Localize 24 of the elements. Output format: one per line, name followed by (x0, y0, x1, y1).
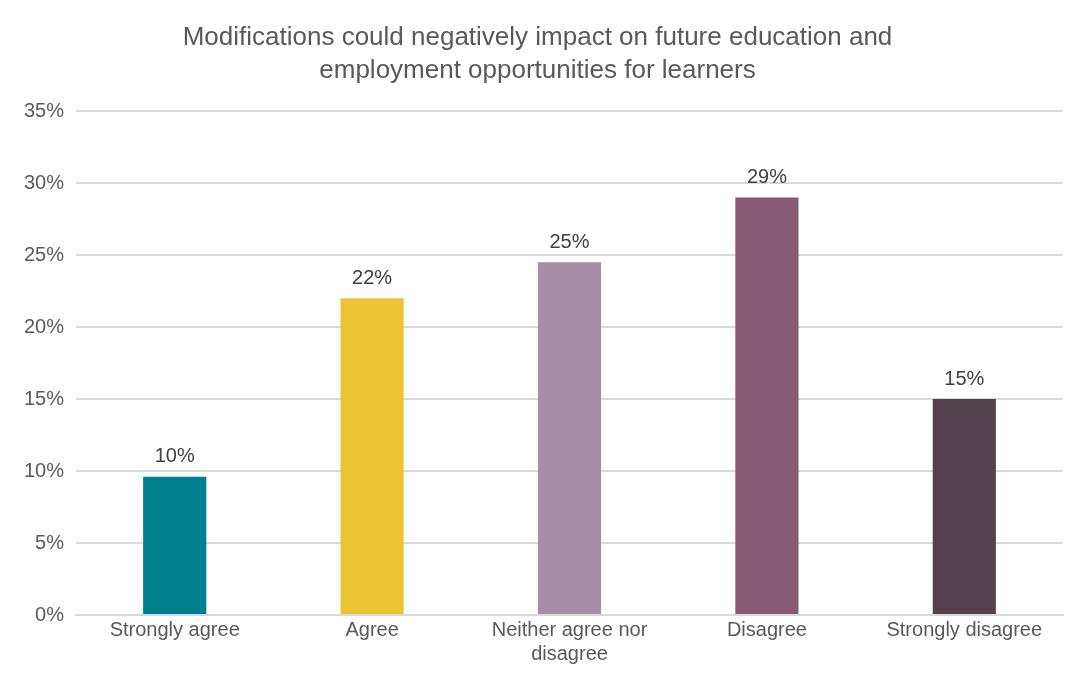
data-label: 29% (746, 164, 788, 187)
bar (340, 298, 404, 614)
y-tick-label: 30% (24, 170, 65, 193)
data-label: 15% (944, 366, 985, 389)
data-label: 25% (549, 229, 590, 252)
data-label: 10% (154, 444, 195, 467)
x-tick-label: Agree (345, 617, 399, 640)
x-tick-label: Disagree (726, 617, 807, 640)
x-tick-label: Strongly agree (109, 617, 240, 640)
bar (537, 262, 602, 614)
chart-title: Modifications could negatively impact on future education and employment opportunities for learners (182, 21, 893, 84)
y-tick-label: 20% (24, 314, 65, 337)
data-label: 22% (352, 265, 393, 288)
y-tick-label: 10% (24, 458, 65, 481)
bar (735, 197, 799, 614)
bar (143, 476, 207, 614)
bar (932, 399, 996, 614)
x-tick-label: Strongly disagree (886, 617, 1043, 640)
y-tick-label: 5% (35, 530, 65, 553)
x-tick-label: Neither agree nor disagree (491, 617, 648, 664)
y-tick-label: 0% (35, 602, 65, 625)
y-tick-label: 35% (24, 98, 65, 121)
y-tick-label: 15% (24, 386, 65, 409)
y-tick-label: 25% (24, 242, 65, 265)
